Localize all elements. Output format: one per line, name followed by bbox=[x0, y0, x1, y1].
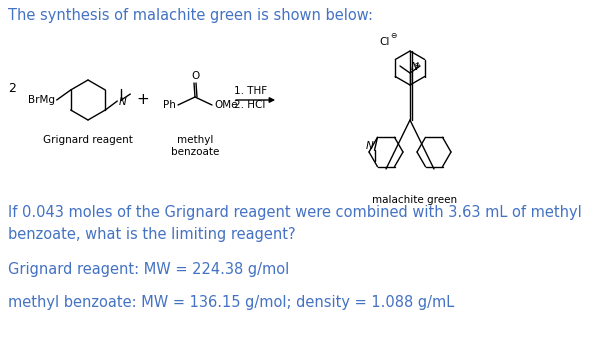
Text: N: N bbox=[118, 97, 126, 107]
Text: ⊖: ⊖ bbox=[390, 31, 396, 39]
Text: N: N bbox=[366, 141, 374, 151]
Text: methyl benzoate: MW = 136.15 g/mol; density = 1.088 g/mL: methyl benzoate: MW = 136.15 g/mol; dens… bbox=[8, 295, 454, 310]
Text: Grignard reagent: Grignard reagent bbox=[43, 135, 133, 145]
Text: Ph: Ph bbox=[163, 100, 176, 110]
Text: OMe: OMe bbox=[214, 100, 238, 110]
Text: 2. HCl: 2. HCl bbox=[234, 100, 266, 110]
Text: Cl: Cl bbox=[380, 37, 390, 47]
Text: If 0.043 moles of the Grignard reagent were combined with 3.63 mL of methyl
benz: If 0.043 moles of the Grignard reagent w… bbox=[8, 205, 581, 242]
Text: O: O bbox=[192, 71, 199, 81]
Text: methyl
benzoate: methyl benzoate bbox=[171, 135, 219, 157]
Text: +: + bbox=[137, 93, 149, 107]
Text: malachite green: malachite green bbox=[373, 195, 457, 205]
Text: The synthesis of malachite green is shown below:: The synthesis of malachite green is show… bbox=[8, 8, 373, 23]
Text: ⊕: ⊕ bbox=[413, 60, 419, 70]
Text: N: N bbox=[411, 62, 418, 72]
Text: 1. THF: 1. THF bbox=[234, 86, 267, 96]
Text: Grignard reagent: MW = 224.38 g/mol: Grignard reagent: MW = 224.38 g/mol bbox=[8, 262, 290, 277]
Text: 2: 2 bbox=[8, 82, 16, 95]
Text: BrMg: BrMg bbox=[27, 95, 55, 105]
